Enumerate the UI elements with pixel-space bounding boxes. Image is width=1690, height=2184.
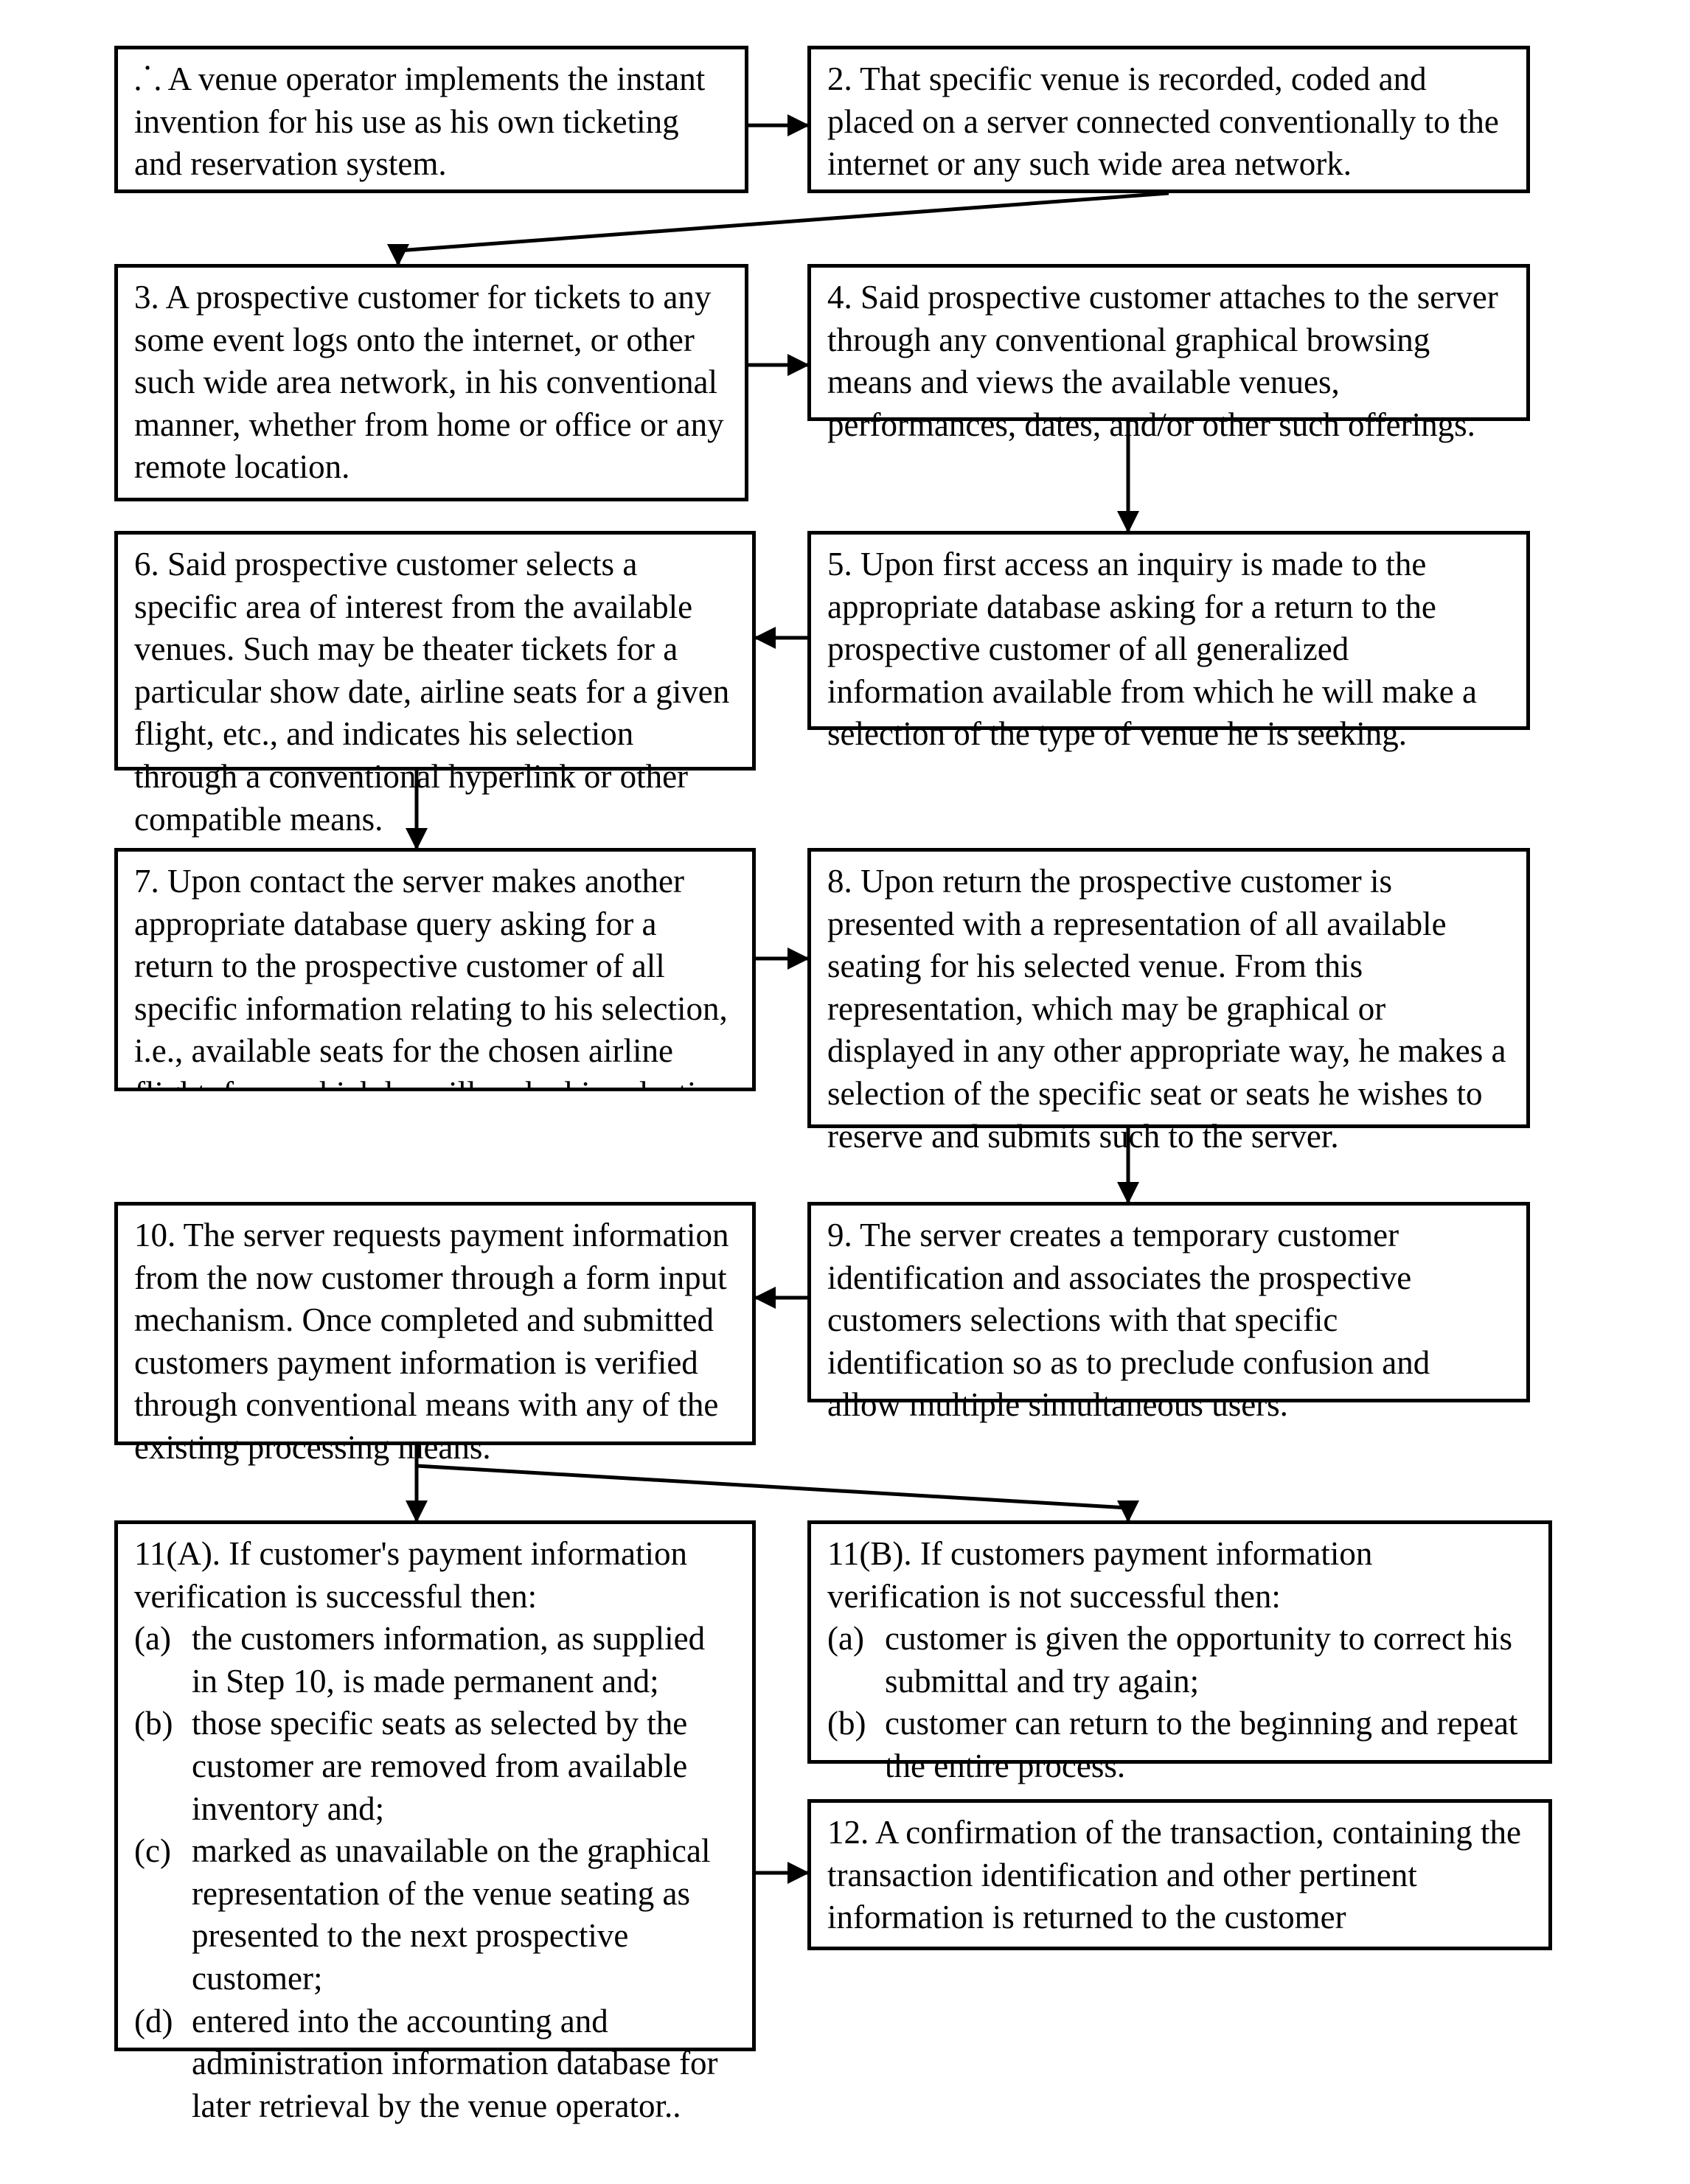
flow-box-b1: ⸫ A venue operator implements the instan… — [114, 46, 748, 193]
flow-box-lead: 11(B). If customers payment information … — [827, 1533, 1532, 1618]
flow-box-subitem: (b)customer can return to the beginning … — [827, 1703, 1532, 1787]
flowchart-canvas: ⸫ A venue operator implements the instan… — [0, 0, 1690, 2184]
flow-box-subitem: (d)entered into the accounting and admin… — [134, 2000, 736, 2128]
flow-box-text: 3. A prospective customer for tickets to… — [134, 279, 724, 485]
subitem-text: those specific seats as selected by the … — [192, 1705, 687, 1826]
flow-box-b5: 5. Upon first access an inquiry is made … — [807, 531, 1530, 730]
flow-box-text: 7. Upon contact the server makes another… — [134, 863, 729, 1091]
subitem-text: marked as unavailable on the graphical r… — [192, 1832, 710, 1997]
flow-box-subitem: (b)those specific seats as selected by t… — [134, 1703, 736, 1830]
flow-box-b10: 10. The server requests payment informat… — [114, 1202, 756, 1445]
subitem-text: customer is given the opportunity to cor… — [885, 1620, 1512, 1700]
subitem-marker: (d) — [134, 2000, 183, 2043]
flow-box-b11b: 11(B). If customers payment information … — [807, 1520, 1552, 1764]
flow-box-text: 6. Said prospective customer selects a s… — [134, 546, 729, 838]
flow-box-text: 10. The server requests payment informat… — [134, 1217, 728, 1466]
subitem-marker: (a) — [827, 1618, 876, 1660]
flow-box-b8: 8. Upon return the prospective customer … — [807, 848, 1530, 1128]
flow-box-b12: 12. A confirmation of the transaction, c… — [807, 1799, 1552, 1950]
subitem-text: the customers information, as supplied i… — [192, 1620, 705, 1700]
flow-box-b3: 3. A prospective customer for tickets to… — [114, 264, 748, 501]
flow-box-lead: 11(A). If customer's payment information… — [134, 1533, 736, 1618]
flow-box-b6: 6. Said prospective customer selects a s… — [114, 531, 756, 771]
subitem-text: entered into the accounting and administ… — [192, 2003, 718, 2124]
subitem-marker: (b) — [827, 1703, 876, 1745]
flow-box-text: 9. The server creates a temporary custom… — [827, 1217, 1430, 1423]
flow-box-subitem: (a)customer is given the opportunity to … — [827, 1618, 1532, 1703]
subitem-marker: (b) — [134, 1703, 183, 1745]
flow-box-b2: 2. That specific venue is recorded, code… — [807, 46, 1530, 193]
flow-box-b4: 4. Said prospective customer attaches to… — [807, 264, 1530, 421]
flow-box-sublist: (a)customer is given the opportunity to … — [827, 1618, 1532, 1787]
flow-box-text: 8. Upon return the prospective customer … — [827, 863, 1506, 1155]
flow-box-sublist: (a)the customers information, as supplie… — [134, 1618, 736, 2127]
flow-box-b7: 7. Upon contact the server makes another… — [114, 848, 756, 1091]
flow-box-subitem: (a)the customers information, as supplie… — [134, 1618, 736, 1703]
flow-box-text: 4. Said prospective customer attaches to… — [827, 279, 1498, 443]
flow-box-b9: 9. The server creates a temporary custom… — [807, 1202, 1530, 1402]
subitem-text: customer can return to the beginning and… — [885, 1705, 1517, 1784]
flow-box-subitem: (c)marked as unavailable on the graphica… — [134, 1830, 736, 2000]
flow-box-b11a: 11(A). If customer's payment information… — [114, 1520, 756, 2051]
flow-box-text: 12. A confirmation of the transaction, c… — [827, 1814, 1521, 1936]
arrow-b2-to-b3 — [398, 193, 1169, 264]
flow-box-text: 2. That specific venue is recorded, code… — [827, 60, 1499, 182]
subitem-marker: (a) — [134, 1618, 183, 1660]
subitem-marker: (c) — [134, 1830, 183, 1873]
flow-box-text: ⸫ A venue operator implements the instan… — [134, 60, 705, 182]
flow-box-text: 5. Upon first access an inquiry is made … — [827, 546, 1477, 752]
